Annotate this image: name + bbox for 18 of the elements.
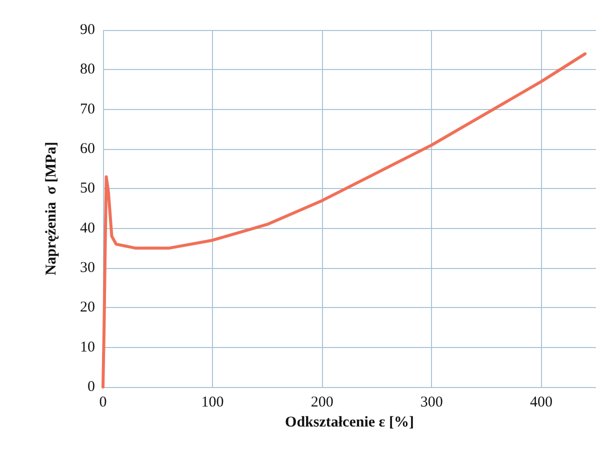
y-axis-title: Naprężenia σ [MPa] xyxy=(44,142,60,276)
y-tick-label: 70 xyxy=(80,101,95,118)
y-tick-label: 20 xyxy=(80,300,95,316)
y-tick-label: 50 xyxy=(80,180,95,197)
y-tick-label: 30 xyxy=(80,260,95,276)
x-axis-title: Odkształcenie ε [%] xyxy=(285,414,414,430)
line-series xyxy=(102,52,587,388)
y-tick-label: 60 xyxy=(80,141,95,157)
x-tick-label: 300 xyxy=(420,394,443,410)
y-tick-label: 90 xyxy=(80,22,95,38)
x-tick-label: 100 xyxy=(201,394,224,410)
x-tick-label: 200 xyxy=(310,394,334,410)
x-tick-label: 400 xyxy=(530,394,552,410)
y-tick-label: 0 xyxy=(88,379,95,395)
y-tick-label: 40 xyxy=(80,220,95,236)
x-tick-label: 0 xyxy=(99,394,107,410)
y-tick-label: 10 xyxy=(80,339,95,356)
y-tick-label: 80 xyxy=(80,62,95,78)
